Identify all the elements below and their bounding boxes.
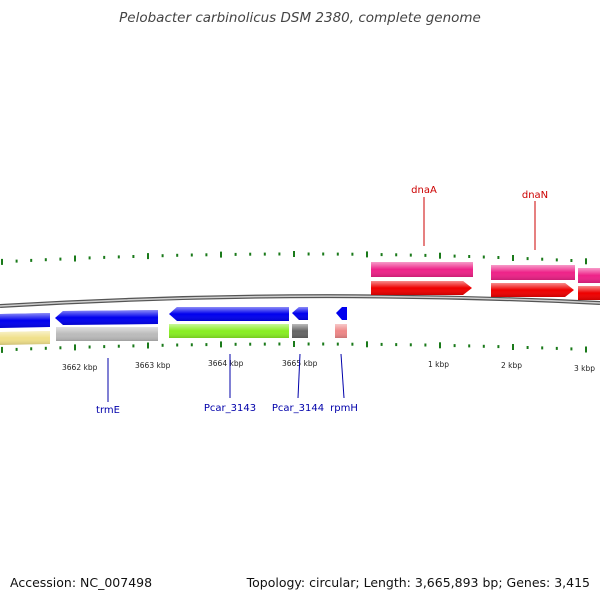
reverse-cog-lane [0, 324, 347, 345]
gene-label-rpmH[interactable]: rpmH [330, 403, 358, 414]
accession-text: Accession: NC_007498 [10, 575, 153, 590]
callout-line-Pcar_3144 [297, 353, 301, 399]
gene-label-trmE[interactable]: trmE [96, 405, 120, 416]
gene-label-dnaA[interactable]: dnaA [411, 185, 437, 196]
callout-line-rpmH [340, 353, 345, 399]
scale-ticks-bottom [1, 341, 587, 353]
scale-labels: 3662 kbp 3663 kbp 3664 kbp 3665 kbp 1 kb… [62, 359, 595, 373]
gene-label-dnaN[interactable]: dnaN [522, 190, 548, 201]
scale-ticks-top [1, 251, 587, 265]
scale-label: 1 kbp [428, 360, 449, 369]
gene-label-Pcar_3144[interactable]: Pcar_3144 [272, 403, 324, 414]
scale-label: 3 kbp [574, 364, 595, 373]
scale-label: 3663 kbp [135, 361, 171, 370]
map-title: Pelobacter carbinolicus DSM 2380, comple… [119, 10, 481, 26]
forward-cog-lane [371, 281, 600, 300]
gene-rpmH-arrow[interactable] [336, 307, 347, 320]
scale-label: 3664 kbp [208, 359, 244, 368]
scale-label: 3662 kbp [62, 363, 98, 372]
genome-backbone-highlight [0, 295, 600, 307]
forward-cds-lane [371, 262, 600, 283]
reverse-cds-lane [0, 307, 347, 328]
gene-label-Pcar_3143[interactable]: Pcar_3143 [204, 403, 256, 414]
gene-callouts: dnaA dnaN trmE Pcar_3143 Pcar_3144 rpmH [96, 185, 548, 416]
scale-label: 2 kbp [501, 361, 522, 370]
genome-summary-text: Topology: circular; Length: 3,665,893 bp… [246, 575, 590, 590]
